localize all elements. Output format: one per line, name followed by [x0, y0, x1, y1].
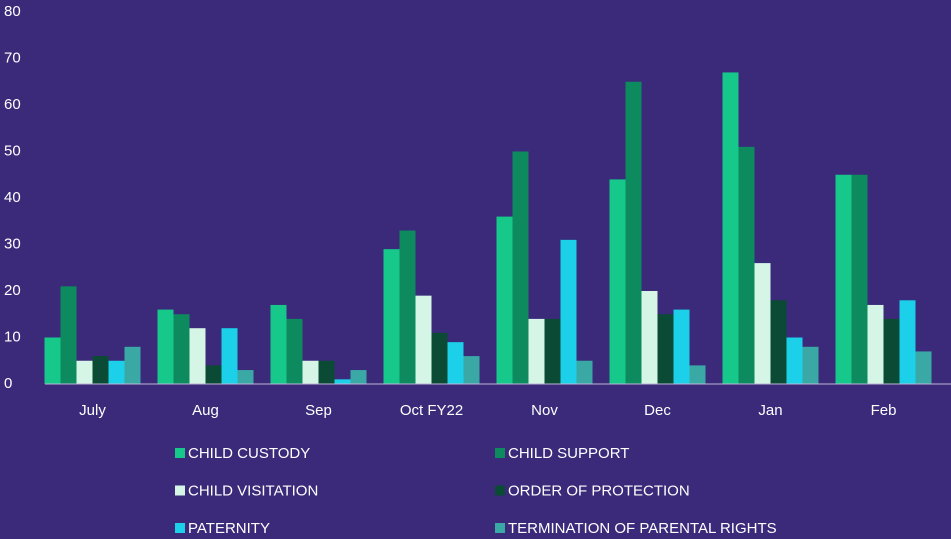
bar: [173, 314, 190, 384]
bar: [383, 249, 400, 384]
bar: [124, 346, 141, 384]
bar: [851, 174, 868, 384]
y-tick-label: 70: [4, 49, 21, 66]
bar: [447, 342, 464, 384]
x-tick-label: Feb: [871, 402, 897, 419]
bar: [625, 81, 642, 384]
x-tick-label: Oct FY22: [400, 402, 463, 419]
bar: [270, 304, 287, 384]
bar: [44, 337, 61, 384]
bar: [108, 360, 125, 384]
bar: [286, 318, 303, 384]
legend-label: CHILD VISITATION: [188, 482, 318, 499]
legend-label: TERMINATION OF PARENTAL RIGHTS: [508, 520, 777, 537]
bar: [237, 370, 254, 384]
bar: [431, 332, 448, 384]
bar: [657, 314, 674, 384]
bar: [722, 72, 739, 384]
legend-swatch: [175, 485, 185, 496]
bar: [221, 328, 238, 384]
bar: [157, 309, 174, 384]
legend-label: CHILD CUSTODY: [188, 445, 310, 462]
bar: [302, 360, 319, 384]
bar: [899, 300, 916, 384]
bar: [350, 370, 367, 384]
bar: [738, 146, 755, 384]
x-tick-label: Dec: [644, 402, 671, 419]
bar: [92, 356, 109, 384]
bar: [802, 346, 819, 384]
bar: [76, 360, 93, 384]
x-tick-label: Jan: [758, 402, 782, 419]
bar: [318, 360, 335, 384]
legend-label: PATERNITY: [188, 520, 270, 537]
bar: [512, 151, 529, 384]
bar: [754, 263, 771, 384]
bar: [399, 230, 416, 384]
bar: [576, 360, 593, 384]
bar: [786, 337, 803, 384]
bar: [463, 356, 480, 384]
bar: [544, 318, 561, 384]
y-tick-label: 10: [4, 328, 21, 345]
y-tick-label: 30: [4, 235, 21, 252]
bar: [835, 174, 852, 384]
legend-label: CHILD SUPPORT: [508, 445, 629, 462]
bar: [415, 295, 432, 384]
bar: [883, 318, 900, 384]
bar: [60, 286, 77, 384]
bar: [673, 309, 690, 384]
bar: [915, 351, 932, 384]
legend-swatch: [495, 485, 505, 496]
y-tick-label: 80: [4, 3, 21, 20]
legend-swatch: [495, 523, 505, 533]
bar: [205, 365, 222, 384]
y-tick-label: 20: [4, 282, 21, 299]
legend-swatch: [175, 448, 185, 458]
bar: [334, 379, 351, 384]
legend-swatch: [175, 523, 185, 533]
y-tick-label: 60: [4, 96, 21, 113]
y-tick-label: 40: [4, 189, 21, 206]
y-tick-label: 50: [4, 142, 21, 159]
bar: [689, 365, 706, 384]
bar: [641, 291, 658, 384]
legend-swatch: [495, 448, 505, 458]
bar: [609, 179, 626, 384]
y-tick-label: 0: [4, 375, 12, 392]
legend-label: ORDER OF PROTECTION: [508, 482, 690, 499]
bar: [867, 304, 884, 384]
x-tick-label: July: [79, 402, 106, 419]
bar: [560, 239, 577, 384]
bar: [189, 328, 206, 384]
bar: [528, 318, 545, 384]
bar: [770, 300, 787, 384]
bar: [496, 216, 513, 384]
x-tick-label: Nov: [531, 402, 558, 419]
x-tick-label: Sep: [305, 402, 332, 419]
x-tick-label: Aug: [192, 402, 219, 419]
